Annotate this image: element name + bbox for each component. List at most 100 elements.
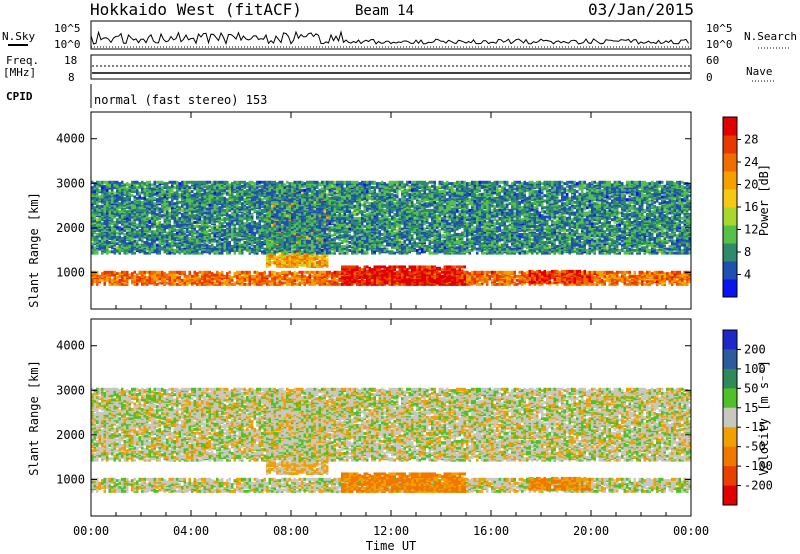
power-cell [399, 265, 402, 268]
power-cell [134, 230, 137, 233]
power-cell [119, 279, 122, 282]
power-cell [171, 241, 174, 244]
power-cell [106, 241, 109, 244]
power-cell [474, 271, 477, 274]
power-cell [136, 230, 139, 233]
power-cell [479, 271, 482, 274]
power-cell [344, 265, 347, 268]
power-cell [566, 281, 569, 284]
power-cell [164, 190, 167, 193]
power-cell [141, 183, 144, 186]
power-cell [239, 271, 242, 274]
power-cell [106, 218, 109, 221]
power-cell [144, 244, 147, 247]
power-cell [174, 279, 177, 282]
power-cell [339, 271, 342, 274]
power-cell [249, 275, 252, 278]
power-cell [246, 283, 249, 286]
power-cell [179, 276, 182, 279]
power-cell [116, 218, 119, 221]
power-cell [464, 265, 467, 268]
power-cell [126, 210, 129, 213]
power-cell [176, 232, 179, 235]
power-cell [171, 197, 174, 200]
power-cell [136, 234, 139, 237]
power-cell [281, 260, 284, 263]
power-cell [296, 262, 299, 265]
power-cell [609, 271, 612, 274]
power-cell [139, 276, 142, 279]
power-cell [109, 234, 112, 237]
power-cell [134, 252, 137, 255]
power-cell [186, 218, 189, 221]
power-cell [161, 276, 164, 279]
power-cell [119, 221, 122, 224]
power-cell [336, 275, 339, 278]
power-cell [141, 197, 144, 200]
power-cell [99, 209, 102, 212]
power-cell [466, 283, 469, 286]
power-cell [476, 275, 479, 278]
power-cell [121, 221, 124, 224]
power-cell [501, 273, 504, 276]
power-cell [134, 181, 137, 184]
power-cell [169, 212, 172, 215]
power-cell [124, 252, 127, 255]
power-cell [356, 268, 359, 271]
power-cell [184, 230, 187, 233]
power-cell [684, 273, 687, 276]
power-cell [596, 279, 599, 282]
power-cell [156, 213, 159, 216]
nsearch-label: N.Search [744, 30, 797, 43]
nave-tick-high: 60 [706, 54, 719, 67]
power-cell [504, 275, 507, 278]
power-cell [146, 191, 149, 194]
power-cell [106, 273, 109, 276]
power-cell [626, 279, 629, 282]
power-cell [459, 271, 462, 274]
power-cell [539, 273, 542, 276]
power-cell [161, 246, 164, 249]
power-cell [361, 268, 364, 271]
power-cell [444, 279, 447, 282]
power-cell [161, 197, 164, 200]
power-cell [451, 276, 454, 279]
power-cell [214, 273, 217, 276]
power-cell [586, 275, 589, 278]
power-cell [279, 254, 282, 257]
power-cell [116, 276, 119, 279]
power-cell [104, 245, 107, 248]
power-cell [344, 273, 347, 276]
power-cell [356, 265, 359, 268]
power-cell [594, 271, 597, 274]
power-cell [314, 281, 317, 284]
power-cell [159, 246, 162, 249]
power-cell [139, 244, 142, 247]
freq-panel-frame [91, 55, 691, 79]
power-cell [136, 189, 139, 192]
power-cell [634, 275, 637, 278]
power-cell [281, 281, 284, 284]
power-cell [146, 252, 149, 255]
power-cell [554, 270, 557, 273]
power-cell [281, 271, 284, 274]
power-cell [344, 281, 347, 284]
power-cell [156, 181, 159, 184]
power-cell [361, 271, 364, 274]
power-cell [154, 250, 157, 253]
power-cell [156, 249, 159, 252]
power-cell [346, 276, 349, 279]
power-cell [351, 265, 354, 268]
power-cell [151, 191, 154, 194]
power-cell [314, 271, 317, 274]
power-cell [136, 216, 139, 219]
power-cell [276, 272, 279, 275]
power-cell [644, 283, 647, 286]
power-cell [346, 265, 349, 268]
power-cell [359, 276, 362, 279]
power-cell [156, 244, 159, 247]
power-cell [411, 265, 414, 268]
power-cell [589, 277, 592, 280]
power-cell [641, 271, 644, 274]
power-cell [606, 276, 609, 279]
